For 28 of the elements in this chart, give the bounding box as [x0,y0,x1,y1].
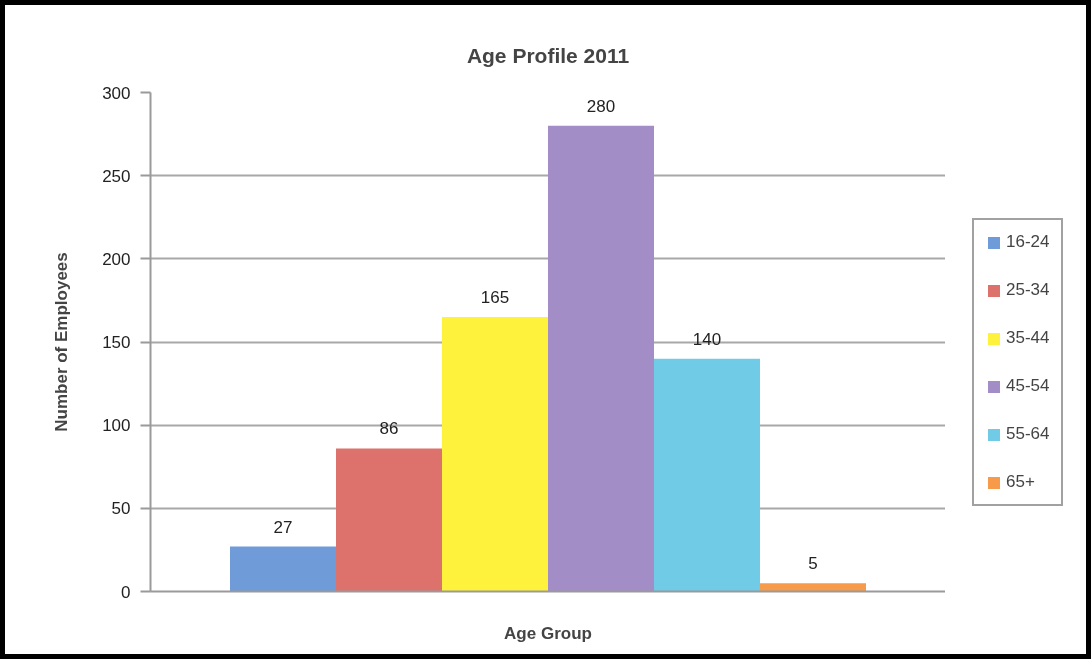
legend-label: 45-54 [1006,376,1050,396]
y-tick-label: 150 [102,333,131,352]
x-axis-title: Age Group [504,623,592,643]
y-tick-label: 300 [102,83,131,103]
data-label: 140 [692,329,722,349]
y-tick-label: 0 [121,582,131,602]
y-tick-label: 200 [102,249,131,269]
bar [336,448,442,592]
y-axis-title: Number of Employees [52,252,72,432]
bar [230,546,336,592]
data-label: 27 [273,517,293,537]
data-label: 86 [379,419,399,439]
data-label: 165 [480,288,510,308]
bar [760,583,866,592]
legend-label: 16-24 [1006,232,1050,252]
data-label: 280 [586,96,616,116]
y-tick-label: 50 [111,499,131,519]
bar [442,317,548,592]
y-tick-label: 250 [102,166,131,186]
chart-title: Age Profile 2011 [466,43,630,67]
legend-label: 55-64 [1006,424,1050,444]
legend-label: 35-44 [1006,328,1050,348]
y-tick-label: 100 [102,416,131,436]
bar [654,358,760,592]
legend-label: 25-34 [1006,280,1050,300]
data-label: 5 [808,554,818,574]
legend-label: 65+ [1006,472,1035,492]
bar [548,125,654,592]
